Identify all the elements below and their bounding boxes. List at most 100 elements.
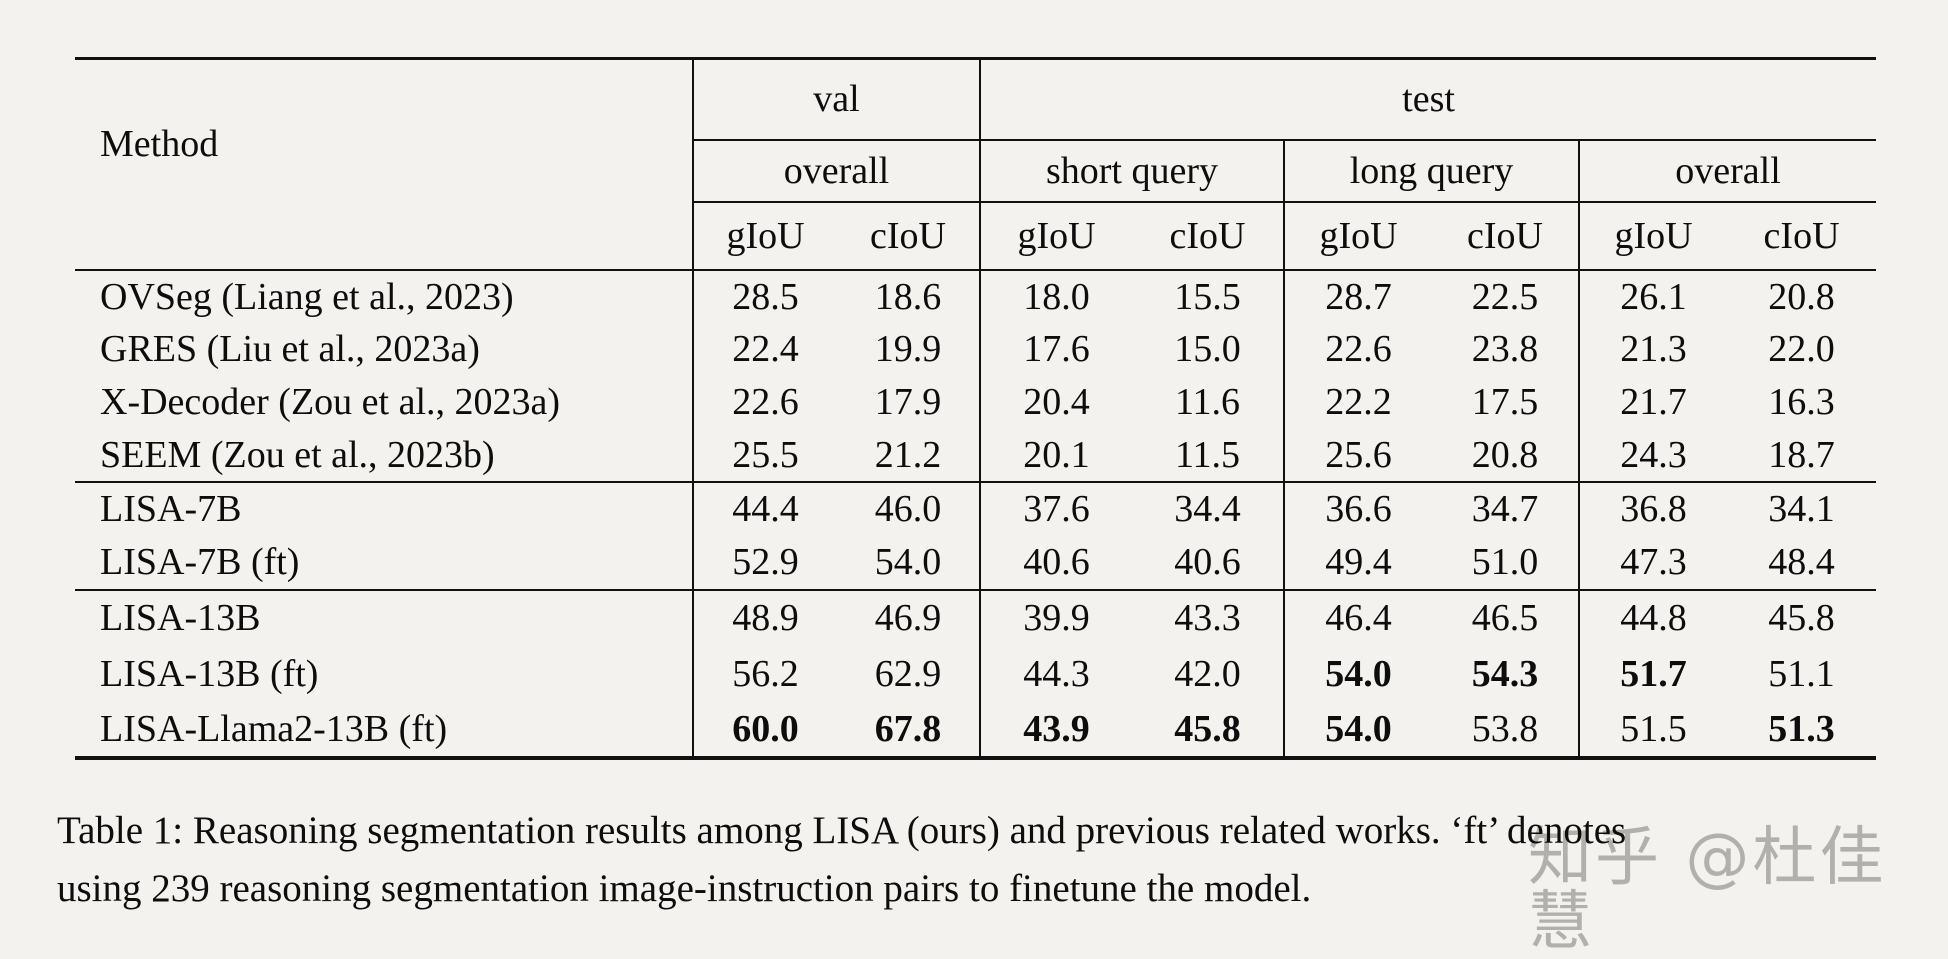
value-cell: 18.7	[1768, 433, 1835, 476]
value-cell: 21.7	[1578, 375, 1727, 429]
value-cell: 18.6	[874, 275, 942, 318]
value-cell: 62.9	[874, 652, 942, 695]
value-cell: 22.6	[692, 375, 837, 429]
metric-header-giou: gIoU	[1283, 201, 1432, 271]
value-cell: 36.6	[1283, 481, 1432, 536]
col-subgroup-short-query: short query	[979, 139, 1284, 203]
method-cell: LISA-7B	[100, 488, 242, 530]
value-cell: 15.0	[1174, 328, 1241, 370]
value-cell: 56.2	[692, 645, 837, 702]
value-cell: 22.6	[1283, 322, 1432, 376]
metric-header-giou: gIoU	[1578, 201, 1727, 271]
metric-header-ciou: cIoU	[1132, 201, 1284, 271]
value-cell: 11.5	[1174, 433, 1241, 476]
value-cell: 20.8	[1768, 275, 1835, 318]
value-cell: 28.5	[692, 269, 837, 323]
method-cell: OVSeg (Liang et al., 2023)	[100, 275, 514, 318]
value-cell: 54.3	[1471, 652, 1539, 695]
method-cell: LISA-Llama2-13B (ft)	[100, 707, 448, 750]
value-cell: 48.9	[692, 589, 837, 646]
value-cell: 45.8	[1174, 707, 1241, 750]
section-lisa-13b: LISA-13B 48.9 46.9 39.9 43.3 46.4 46.5 4…	[75, 589, 1876, 758]
value-cell: 34.4	[1174, 488, 1241, 530]
method-cell: LISA-13B (ft)	[100, 652, 319, 695]
value-cell: 42.0	[1174, 652, 1241, 695]
col-subgroup-long-query: long query	[1283, 139, 1579, 203]
caption-line-2: using 239 reasoning segmentation image-i…	[57, 867, 1312, 910]
value-cell: 22.5	[1471, 275, 1539, 318]
method-cell: LISA-7B (ft)	[100, 541, 300, 583]
method-cell: GRES (Liu et al., 2023a)	[100, 328, 480, 370]
value-cell: 53.8	[1471, 707, 1539, 750]
value-cell: 16.3	[1768, 381, 1835, 423]
caption-line-1: Table 1: Reasoning segmentation results …	[57, 809, 1627, 852]
method-cell: LISA-13B	[100, 597, 261, 639]
table-row: LISA-13B 48.9 46.9 39.9 43.3 46.4 46.5 4…	[75, 589, 1876, 646]
col-group-test: test	[978, 58, 1877, 141]
value-cell: 67.8	[874, 707, 942, 750]
value-cell: 17.9	[874, 381, 942, 423]
value-cell: 25.5	[692, 428, 837, 482]
value-cell: 20.1	[979, 428, 1132, 482]
metric-header-giou: gIoU	[979, 201, 1132, 271]
table-row: OVSeg (Liang et al., 2023) 28.5 18.6 18.…	[75, 269, 1876, 323]
method-cell: SEEM (Zou et al., 2023b)	[100, 433, 495, 476]
value-cell: 40.6	[979, 535, 1132, 590]
value-cell: 46.0	[874, 488, 942, 530]
value-cell: 22.4	[692, 322, 837, 376]
value-cell: 22.0	[1768, 328, 1835, 370]
value-cell: 43.9	[979, 701, 1132, 758]
value-cell: 11.6	[1174, 381, 1241, 423]
value-cell: 20.4	[979, 375, 1132, 429]
table-row: LISA-7B (ft) 52.9 54.0 40.6 40.6 49.4 51…	[75, 535, 1877, 590]
value-cell: 21.3	[1578, 322, 1727, 376]
value-cell: 20.8	[1471, 433, 1539, 476]
value-cell: 44.8	[1578, 589, 1727, 646]
value-cell: 51.5	[1578, 701, 1727, 758]
metric-header-giou: gIoU	[692, 201, 837, 271]
table-caption: Table 1: Reasoning segmentation results …	[57, 802, 1937, 918]
value-cell: 52.9	[692, 535, 837, 590]
col-header-method: Method	[75, 58, 693, 271]
value-cell: 17.6	[979, 322, 1132, 376]
value-cell: 46.9	[874, 597, 942, 639]
value-cell: 44.3	[979, 645, 1132, 702]
col-subgroup-val-overall: overall	[692, 139, 980, 203]
value-cell: 51.0	[1471, 541, 1539, 583]
zhihu-watermark: 知乎 @杜佳慧	[1528, 821, 1887, 959]
value-cell: 18.0	[979, 269, 1132, 323]
value-cell: 37.6	[979, 481, 1132, 536]
value-cell: 22.2	[1283, 375, 1432, 429]
table-row: GRES (Liu et al., 2023a) 22.4 19.9 17.6 …	[75, 322, 1876, 376]
value-cell: 34.1	[1768, 488, 1835, 530]
value-cell: 24.3	[1578, 428, 1727, 482]
value-cell: 48.4	[1768, 541, 1835, 583]
value-cell: 54.0	[1283, 701, 1432, 758]
metric-header-ciou: cIoU	[837, 201, 980, 271]
col-group-val: val	[692, 58, 980, 141]
value-cell: 45.8	[1768, 597, 1835, 639]
value-cell: 54.0	[874, 541, 942, 583]
subgroup-label: short query	[1045, 149, 1219, 192]
value-cell: 60.0	[692, 701, 837, 758]
subgroup-label: long query	[1349, 149, 1514, 192]
value-cell: 44.4	[692, 481, 837, 536]
value-cell: 54.0	[1283, 645, 1432, 702]
value-cell: 28.7	[1283, 269, 1432, 323]
value-cell: 34.7	[1471, 488, 1539, 530]
value-cell: 21.2	[874, 433, 942, 476]
value-cell: 17.5	[1471, 381, 1539, 423]
section-lisa-7b: LISA-7B 44.4 46.0 37.6 34.4 36.6 34.7 36…	[75, 481, 1877, 590]
section-prior-works: OVSeg (Liang et al., 2023) 28.5 18.6 18.…	[75, 269, 1877, 482]
value-cell: 36.8	[1578, 481, 1727, 536]
table-row: SEEM (Zou et al., 2023b) 25.5 21.2 20.1 …	[75, 428, 1877, 482]
subgroup-label: overall	[783, 149, 890, 192]
method-cell: X-Decoder (Zou et al., 2023a)	[100, 381, 561, 423]
value-cell: 51.1	[1768, 652, 1835, 695]
value-cell: 23.8	[1471, 328, 1539, 370]
value-cell: 47.3	[1578, 535, 1727, 590]
value-cell: 26.1	[1578, 269, 1727, 323]
value-cell: 25.6	[1283, 428, 1432, 482]
value-cell: 46.4	[1283, 589, 1432, 646]
col-subgroup-test-overall: overall	[1577, 139, 1877, 203]
